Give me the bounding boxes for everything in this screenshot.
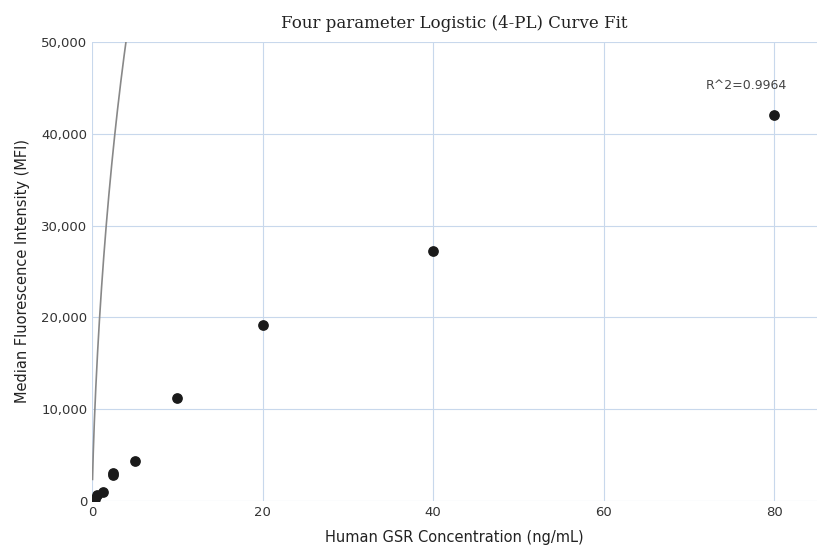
Point [97, 487, 110, 496]
Point [91, 490, 104, 499]
Text: R^2=0.9964: R^2=0.9964 [706, 80, 787, 92]
Point [88, 494, 102, 503]
Title: Four parameter Logistic (4-PL) Curve Fit: Four parameter Logistic (4-PL) Curve Fit [281, 15, 628, 32]
Point [106, 469, 120, 478]
Point [768, 111, 781, 120]
Y-axis label: Median Fluorescence Intensity (MFI): Median Fluorescence Intensity (MFI) [15, 139, 30, 403]
Point [171, 394, 184, 403]
Point [106, 471, 120, 480]
Point [427, 247, 440, 256]
X-axis label: Human GSR Concentration (ng/mL): Human GSR Concentration (ng/mL) [325, 530, 584, 545]
Point [256, 320, 270, 329]
Point [128, 456, 141, 465]
